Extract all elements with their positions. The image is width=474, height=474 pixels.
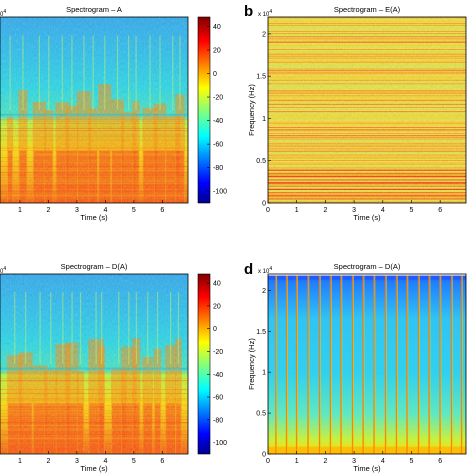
noise-overlay (268, 17, 466, 203)
y-exponent-label: x 104 (258, 266, 272, 275)
colorbar-tick-label: -80 (213, 165, 223, 172)
panel-4: Spectrogram – D(A) d 0 1 2 3 4 5 6 Time (s) 0 0.5 1 1… (244, 261, 467, 473)
x-tick-label: 0 (266, 458, 270, 465)
y-tick-label: 2 (262, 288, 266, 295)
colorbar-tick-label: -40 (213, 372, 223, 379)
colorbar-tick-label: 0 (213, 326, 217, 333)
noise-overlay (0, 17, 188, 203)
y-tick-label: 1 (262, 370, 266, 377)
y-tick-label: 2 (262, 31, 266, 38)
spectrogram-background (268, 274, 466, 454)
axes-frame (0, 273, 189, 455)
x-tick-label: 4 (103, 458, 107, 465)
colorbar-tick-label: -60 (213, 395, 223, 402)
panel-letter: b (244, 3, 253, 20)
x-tick-label: 2 (323, 458, 327, 465)
x-tick-label: 5 (132, 207, 136, 214)
x-tick-label: 1 (295, 458, 299, 465)
above-nyquist (268, 274, 466, 276)
axes-frame (0, 16, 189, 204)
plot-area (268, 17, 466, 203)
colorbar-tick-label: -100 (213, 189, 227, 196)
x-axis-label: Time (s) (353, 464, 381, 473)
x-tick-label: 6 (160, 458, 164, 465)
panel-3: Spectrogram – D(A) 1 2 3 4 5 6 Time (s) x 104 40 2… (0, 262, 227, 473)
colorbar-tick-label: 0 (213, 71, 217, 78)
x-tick-label: 1 (295, 207, 299, 214)
axes-frame (267, 273, 467, 455)
x-axis-label: Time (s) (353, 213, 381, 222)
x-tick-label: 2 (323, 207, 327, 214)
x-tick-label: 6 (438, 207, 442, 214)
y-tick-label: 1.5 (256, 329, 266, 336)
colorbar-gradient (197, 273, 211, 455)
x-tick-label: 4 (381, 207, 385, 214)
colorbar-gradient (197, 16, 211, 204)
y-tick-label: 0 (262, 201, 266, 208)
plot-area (0, 274, 188, 454)
x-tick-label: 5 (410, 458, 414, 465)
x-tick-label: 3 (75, 458, 79, 465)
x-tick-label: 3 (75, 207, 79, 214)
x-tick-label: 3 (352, 458, 356, 465)
y-tick-label: 0.5 (256, 411, 266, 418)
panel-title: Spectrogram – D(A) (61, 262, 128, 271)
x-tick-label: 2 (46, 207, 50, 214)
plot-area (0, 17, 188, 203)
colorbar-tick-label: -20 (213, 349, 223, 356)
y-axis-label: Frequency (Hz) (247, 338, 256, 390)
y-tick-label: 1 (262, 116, 266, 123)
panel-title: Spectrogram – E(A) (334, 5, 401, 14)
y-exponent-label: x 104 (0, 266, 6, 275)
bottom-band (268, 446, 466, 454)
noise-overlay (0, 274, 188, 454)
colorbar-tick-label: 40 (213, 24, 221, 31)
x-tick-label: 0 (266, 207, 270, 214)
colorbar-tick-label: -100 (213, 440, 227, 447)
x-tick-label: 6 (438, 458, 442, 465)
y-exponent-label: x 104 (258, 9, 272, 18)
colorbar-tick-label: 20 (213, 47, 221, 54)
colorbar-tick-label: -20 (213, 95, 223, 102)
x-axis-label: Time (s) (80, 464, 108, 473)
x-tick-label: 4 (103, 207, 107, 214)
panel-title: Spectrogram – D(A) (334, 262, 401, 271)
x-tick-label: 5 (132, 458, 136, 465)
colorbar: 40 20 0 -20 -40 -60 -80 -100 (197, 273, 227, 455)
panel-1: Spectrogram – A 1 2 3 4 5 6 Time (s) x 104 40 20 0 -… (0, 5, 227, 222)
colorbar-tick-label: 40 (213, 281, 221, 288)
x-tick-label: 3 (352, 207, 356, 214)
x-tick-label: 6 (160, 207, 164, 214)
y-axis-label: Frequency (Hz) (247, 84, 256, 136)
y-exponent-label: x 104 (0, 9, 6, 18)
x-tick-label: 5 (410, 207, 414, 214)
x-axis-label: Time (s) (80, 213, 108, 222)
axes-frame (267, 16, 467, 204)
y-tick-label: 1.5 (256, 74, 266, 81)
panel-2: Spectrogram – E(A) b 0 1 2 3 4 5 6 Time (s) 0 0.5 1 1… (244, 3, 467, 222)
x-tick-label: 2 (46, 458, 50, 465)
x-tick-label: 1 (18, 458, 22, 465)
top-band (268, 275, 466, 280)
colorbar-tick-label: -40 (213, 118, 223, 125)
x-tick-label: 4 (381, 458, 385, 465)
plot-area (268, 274, 466, 454)
colorbar-tick-label: -60 (213, 142, 223, 149)
panel-letter: d (244, 261, 253, 278)
x-tick-label: 1 (18, 207, 22, 214)
colorbar: 40 20 0 -20 -40 -60 -80 -100 (197, 16, 227, 204)
y-tick-label: 0.5 (256, 158, 266, 165)
y-tick-label: 0 (262, 452, 266, 459)
colorbar-tick-label: -80 (213, 417, 223, 424)
panel-title: Spectrogram – A (66, 5, 122, 14)
colorbar-tick-label: 20 (213, 303, 221, 310)
